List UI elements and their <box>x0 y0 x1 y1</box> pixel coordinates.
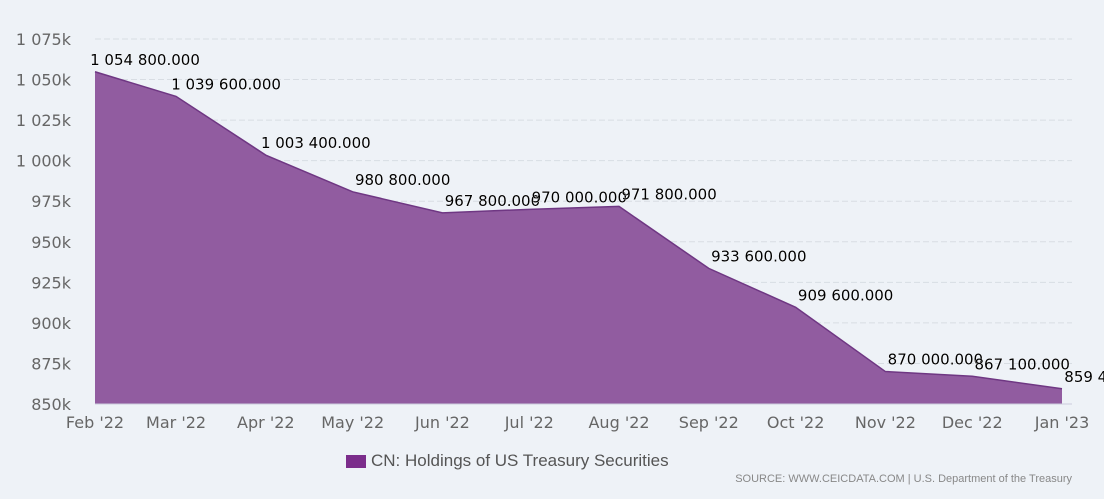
data-label: 970 000.000 <box>532 188 627 206</box>
x-tick-label: Apr '22 <box>237 413 295 432</box>
y-tick-label: 850k <box>31 395 72 414</box>
data-label: 980 800.000 <box>355 171 450 189</box>
series-line <box>94 71 1063 390</box>
y-tick-label: 900k <box>31 314 72 333</box>
x-tick-label: Mar '22 <box>146 413 206 432</box>
data-label: 967 800.000 <box>445 192 540 210</box>
area-chart: 850k 875k 900k 925k 950k 975k 1 000k 1 025k 1 05… <box>16 30 1104 432</box>
x-tick-label: Sep '22 <box>679 413 739 432</box>
x-tick-label: May '22 <box>321 413 384 432</box>
data-label: 909 600.000 <box>798 286 893 304</box>
y-tick-label: 875k <box>31 354 72 373</box>
source-note: SOURCE: WWW.CEICDATA.COM | U.S. Departme… <box>735 473 1072 485</box>
y-tick-label: 1 050k <box>16 71 72 90</box>
data-label: 971 800.000 <box>621 185 716 203</box>
area-fill <box>95 71 1062 404</box>
x-tick-label: Aug '22 <box>588 413 649 432</box>
y-tick-label: 1 025k <box>16 111 72 130</box>
legend-item[interactable]: CN: Holdings of US Treasury Securities <box>346 451 669 471</box>
x-tick-label: Jan '23 <box>1034 413 1090 432</box>
data-label: 933 600.000 <box>711 247 806 265</box>
x-tick-label: Nov '22 <box>855 413 916 432</box>
legend-swatch <box>346 454 366 468</box>
x-tick-label: Oct '22 <box>767 413 825 432</box>
legend-label: CN: Holdings of US Treasury Securities <box>371 451 669 470</box>
x-tick-label: Dec '22 <box>942 413 1003 432</box>
x-tick-label: Feb '22 <box>66 413 124 432</box>
x-tick-label: Jun '22 <box>414 413 470 432</box>
x-tick-label: Jul '22 <box>504 413 554 432</box>
y-tick-label: 950k <box>31 233 72 252</box>
y-tick-label: 975k <box>31 192 72 211</box>
data-label: 870 000.000 <box>888 351 983 369</box>
y-tick-label: 1 075k <box>16 30 72 49</box>
data-label: 1 039 600.000 <box>171 75 281 93</box>
data-label: 1 054 800.000 <box>90 51 200 69</box>
y-tick-label: 1 000k <box>16 152 72 171</box>
y-tick-label: 925k <box>31 273 72 292</box>
data-label: 867 100.000 <box>975 355 1070 373</box>
data-label: 1 003 400.000 <box>261 134 371 152</box>
data-label: 859 400.000 <box>1064 368 1104 386</box>
